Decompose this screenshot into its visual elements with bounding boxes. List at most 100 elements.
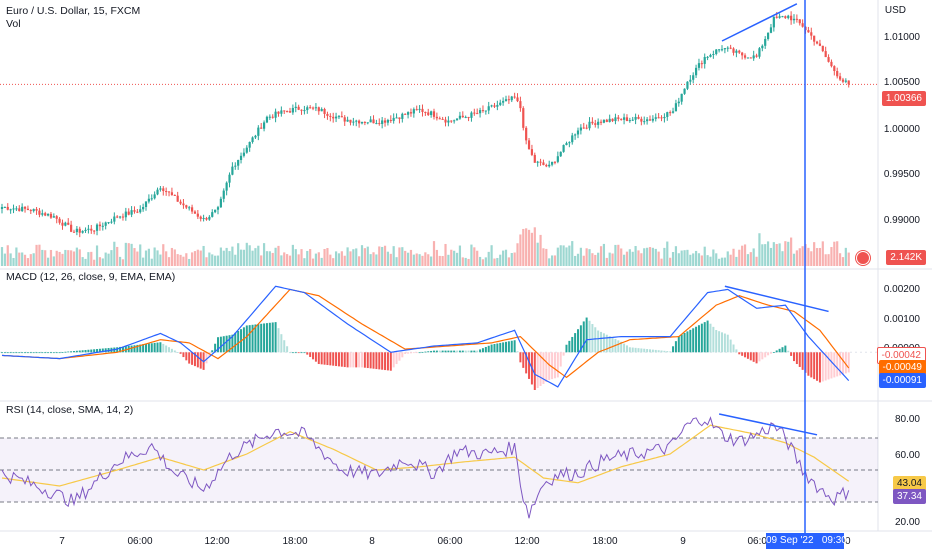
volume-bar bbox=[772, 242, 775, 266]
macd-histogram-bar bbox=[721, 332, 723, 353]
volume-bar bbox=[692, 253, 695, 266]
candle-body bbox=[274, 111, 277, 118]
macd-histogram-bar bbox=[767, 352, 770, 356]
macd-histogram-bar bbox=[487, 345, 490, 353]
flag-icon[interactable] bbox=[856, 251, 870, 265]
volume-bar bbox=[519, 234, 522, 266]
candle-body bbox=[142, 207, 145, 210]
candle-body bbox=[188, 207, 191, 209]
volume-bar bbox=[761, 244, 764, 266]
macd-histogram-bar bbox=[674, 341, 677, 353]
volume-bar bbox=[516, 243, 519, 266]
macd-histogram-bar bbox=[90, 349, 93, 353]
volume-bar bbox=[257, 245, 260, 266]
volume-bar bbox=[6, 245, 9, 266]
candle-body bbox=[205, 217, 208, 220]
candle-body bbox=[790, 15, 793, 21]
volume-bar bbox=[277, 245, 280, 266]
volume-bar bbox=[464, 257, 467, 266]
volume-bar bbox=[430, 256, 433, 266]
candle-body bbox=[715, 49, 718, 54]
candle-body bbox=[455, 118, 459, 121]
macd-histogram-bar bbox=[188, 352, 191, 364]
candle-body bbox=[239, 155, 243, 160]
volume-bar bbox=[729, 254, 732, 266]
currency-label: USD bbox=[884, 5, 906, 16]
macd-histogram-bar bbox=[3, 352, 6, 354]
macd-histogram-bar bbox=[484, 346, 487, 353]
macd-tick: 0.00200 bbox=[883, 284, 920, 295]
time-label: 12:00 bbox=[204, 536, 230, 547]
volume-bar bbox=[764, 244, 767, 266]
macd-histogram-bar bbox=[52, 352, 55, 354]
volume-bar bbox=[375, 254, 378, 266]
volume-bar bbox=[709, 256, 712, 266]
macd-histogram-bar bbox=[574, 333, 577, 353]
macd-histogram-bar bbox=[415, 352, 418, 354]
candle-body bbox=[559, 151, 562, 157]
candle-body bbox=[637, 116, 640, 119]
volume-bar bbox=[35, 244, 38, 266]
candle-body bbox=[162, 188, 165, 192]
macd-histogram-bar bbox=[738, 352, 741, 355]
candle-body bbox=[15, 208, 18, 210]
macd-histogram-bar bbox=[683, 332, 686, 353]
macd-histogram-bar bbox=[502, 342, 505, 353]
volume-bar bbox=[23, 254, 27, 266]
macd-histogram-bar bbox=[732, 344, 735, 353]
macd-histogram-bar bbox=[507, 341, 510, 353]
volume-bar bbox=[689, 254, 692, 266]
volume-bar bbox=[559, 245, 562, 266]
volume-bar bbox=[438, 255, 441, 266]
volume-bar bbox=[12, 257, 15, 266]
candle-body bbox=[55, 216, 58, 219]
candle-body bbox=[286, 111, 289, 113]
volume-bar bbox=[222, 250, 225, 266]
macd-histogram-bar bbox=[32, 352, 35, 354]
macd-histogram-bar bbox=[836, 352, 839, 377]
candle-body bbox=[110, 221, 113, 223]
macd-histogram-bar bbox=[55, 352, 58, 354]
candle-body bbox=[58, 218, 61, 223]
price-tick: 0.99500 bbox=[883, 169, 920, 180]
candle-body bbox=[87, 228, 90, 230]
time-label: 18:00 bbox=[592, 536, 618, 547]
macd-histogram-bar bbox=[807, 352, 810, 376]
volume-bar bbox=[52, 256, 55, 266]
macd-histogram-bar bbox=[170, 348, 173, 353]
volume-bar bbox=[599, 246, 603, 266]
candle-body bbox=[787, 15, 790, 19]
macd-histogram-bar bbox=[784, 345, 787, 353]
volume-bar bbox=[133, 248, 136, 266]
candle-body bbox=[12, 208, 15, 210]
macd-histogram-bar bbox=[755, 352, 758, 364]
volume-bar bbox=[683, 250, 686, 266]
macd-histogram-bar bbox=[225, 335, 228, 353]
volume-bar bbox=[306, 250, 309, 266]
candle-body bbox=[438, 118, 441, 120]
volume-bar bbox=[527, 229, 531, 266]
volume-bar bbox=[778, 243, 781, 266]
volume-bar bbox=[548, 258, 551, 266]
volume-bar bbox=[38, 244, 41, 266]
volume-bar bbox=[628, 249, 631, 266]
candle-body bbox=[196, 213, 199, 217]
volume-bar bbox=[533, 227, 536, 266]
candle-body bbox=[807, 30, 810, 33]
volume-bar bbox=[67, 250, 70, 266]
volume-bar bbox=[444, 243, 447, 266]
volume-bar bbox=[712, 249, 715, 266]
macd-histogram-bar bbox=[44, 352, 47, 354]
candle-body bbox=[484, 110, 487, 112]
volume-bar bbox=[268, 251, 271, 266]
volume-bar bbox=[738, 249, 741, 266]
volume-bar bbox=[288, 255, 292, 266]
candle-body bbox=[487, 106, 490, 111]
candle-body bbox=[332, 116, 335, 119]
volume-bar bbox=[453, 250, 456, 266]
macd-histogram-bar bbox=[133, 345, 136, 353]
price-tick: 1.01000 bbox=[883, 32, 920, 43]
volume-bar bbox=[156, 250, 159, 266]
